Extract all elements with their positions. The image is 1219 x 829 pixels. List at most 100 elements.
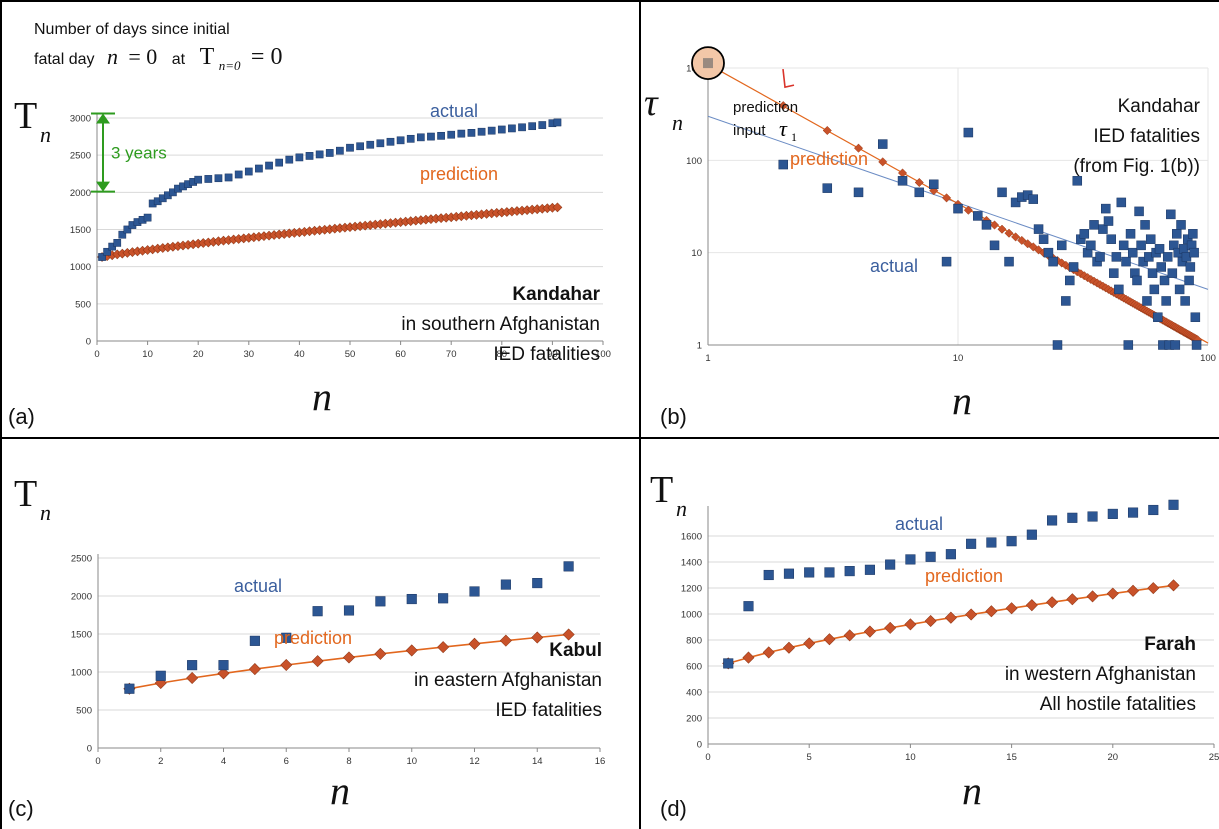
- y-tick-label: 2000: [71, 592, 92, 603]
- x-tick-label: 4: [221, 756, 226, 767]
- actual-point: [406, 593, 417, 605]
- prediction-point: [217, 667, 230, 680]
- actual-point: [945, 549, 956, 560]
- svg-text:in western Afghanistan: in western Afghanistan: [1005, 664, 1196, 685]
- prediction-point: [904, 618, 917, 631]
- y-axis-title: T n: [14, 95, 51, 147]
- svg-text:Kandahar: Kandahar: [1118, 96, 1201, 117]
- svg-text:1: 1: [791, 130, 797, 144]
- actual-point: [885, 559, 896, 570]
- actual-point: [1153, 312, 1163, 322]
- prediction-point: [762, 646, 775, 659]
- x-tick-label: 50: [345, 349, 356, 360]
- actual-point: [500, 579, 511, 590]
- actual-point: [155, 670, 166, 681]
- actual-point: [538, 121, 547, 129]
- prediction-point: [1011, 232, 1021, 242]
- y-tick-label: 1500: [71, 630, 92, 641]
- prediction-input-marker: [703, 58, 713, 69]
- panel-a: Number of days since initial fatal day n…: [0, 0, 640, 438]
- actual-point: [1184, 275, 1194, 286]
- actual-point: [864, 564, 875, 575]
- actual-point: [1047, 515, 1058, 526]
- actual-point: [1147, 268, 1158, 278]
- y-tick-label: 1600: [681, 532, 702, 543]
- x-axis-title-a: n: [312, 374, 332, 419]
- y-tick-label: 1000: [681, 610, 702, 621]
- svg-text:T: T: [14, 95, 37, 137]
- actual-point: [1026, 529, 1037, 540]
- y-tick-label: 0: [86, 337, 91, 348]
- y-tick-label: 2500: [71, 554, 92, 565]
- plot-area-d: 0 200 400 600 800 1000 1200 1400 1600 0 5 10 15 20 25: [681, 499, 1219, 763]
- y-tick-label: 1200: [681, 584, 702, 595]
- actual-point: [508, 124, 516, 133]
- actual-point: [897, 176, 908, 186]
- actual-point: [98, 253, 106, 261]
- actual-point: [312, 606, 323, 617]
- plot-area-c: 0 500 1000 1500 2000 2500 0 2 4 6 8 10 12 14 16: [71, 554, 605, 768]
- y-tick-label: 1000: [71, 668, 92, 679]
- actual-point: [376, 139, 385, 148]
- prediction-label-a: prediction: [420, 164, 498, 184]
- y-tick-label: 2000: [70, 188, 91, 199]
- x-tick-label: 90: [547, 349, 558, 360]
- actual-point: [346, 143, 354, 152]
- location-text-a: Kandahar in southern Afghanistan IED fat…: [401, 284, 600, 365]
- actual-point: [437, 131, 445, 140]
- svg-text:in eastern Afghanistan: in eastern Afghanistan: [414, 670, 602, 691]
- actual-label-d: actual: [895, 514, 943, 534]
- svg-text:IED fatalities: IED fatalities: [1093, 126, 1200, 147]
- x-tick-label: 20: [193, 349, 204, 360]
- svg-text:Kabul: Kabul: [549, 640, 602, 661]
- actual-point: [997, 187, 1007, 198]
- actual-point: [204, 175, 213, 183]
- actual-point: [1006, 536, 1017, 547]
- panel-b-svg: τ n 110100110100100 prediction input τ 1…: [644, 46, 1216, 429]
- actual-point: [343, 605, 355, 616]
- prediction-point: [311, 655, 324, 668]
- x-tick-label: 1: [705, 353, 710, 364]
- prediction-point: [884, 621, 897, 634]
- prediction-label-c: prediction: [274, 628, 352, 648]
- svg-text:Kandahar: Kandahar: [512, 284, 600, 305]
- svg-text:Farah: Farah: [1144, 634, 1196, 655]
- actual-point: [925, 551, 936, 562]
- actual-point: [457, 129, 466, 138]
- actual-label-a: actual: [430, 101, 478, 121]
- actual-point: [281, 632, 292, 643]
- actual-point: [124, 683, 135, 694]
- actual-point: [973, 211, 983, 221]
- y-tick-label: 1400: [681, 558, 702, 569]
- actual-point: [396, 136, 405, 145]
- prediction-point: [186, 671, 199, 684]
- actual-point: [1156, 262, 1166, 272]
- actual-point: [1159, 275, 1170, 286]
- actual-point: [469, 586, 480, 597]
- x-tick-label: 16: [595, 756, 606, 767]
- prediction-point: [437, 641, 450, 654]
- actual-point: [113, 239, 122, 247]
- bracket-label: 3 years: [111, 144, 167, 163]
- prediction-point: [1017, 235, 1027, 245]
- actual-point: [336, 146, 344, 155]
- prediction-point: [1086, 590, 1099, 603]
- bracket-arrow-top: [96, 113, 110, 124]
- y-tick-label: 0: [697, 740, 702, 751]
- actual-point: [1127, 507, 1139, 518]
- prediction-point: [1004, 228, 1014, 238]
- actual-label-c: actual: [234, 576, 282, 596]
- actual-point: [1132, 275, 1142, 286]
- actual-point: [1142, 296, 1152, 306]
- actual-point: [1095, 252, 1105, 262]
- panel-b: τ n 110100110100100 prediction input τ 1…: [640, 0, 1219, 438]
- location-text-d: Farah in western Afghanistan All hostile…: [1005, 634, 1196, 715]
- actual-point: [553, 118, 562, 127]
- x-tick-label: 5: [807, 752, 812, 763]
- prediction-input-tick: [782, 69, 795, 89]
- actual-point: [1148, 504, 1159, 516]
- actual-point: [989, 240, 1000, 251]
- prediction-point: [499, 634, 512, 647]
- actual-point: [986, 537, 997, 548]
- actual-point: [518, 123, 526, 132]
